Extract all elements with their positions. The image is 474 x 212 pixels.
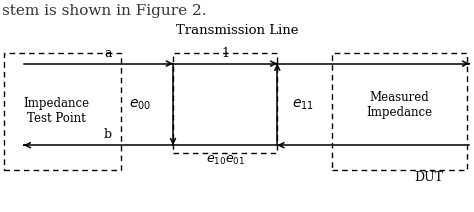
Text: Measured
Impedance: Measured Impedance — [366, 91, 432, 120]
Text: $e_{00}$: $e_{00}$ — [129, 97, 151, 112]
Text: a: a — [104, 47, 111, 60]
Text: Impedance
Test Point: Impedance Test Point — [23, 97, 90, 125]
Bar — [4, 53, 121, 170]
Text: 1: 1 — [221, 47, 229, 60]
Text: $e_{11}$: $e_{11}$ — [292, 97, 314, 112]
Bar — [173, 53, 277, 153]
Text: $e_{10}e_{01}$: $e_{10}e_{01}$ — [206, 154, 245, 167]
Text: DUT: DUT — [415, 171, 444, 184]
Text: stem is shown in Figure 2.: stem is shown in Figure 2. — [2, 4, 207, 18]
Text: Transmission Line: Transmission Line — [176, 24, 298, 37]
Text: b: b — [104, 128, 112, 141]
Bar — [332, 53, 467, 170]
